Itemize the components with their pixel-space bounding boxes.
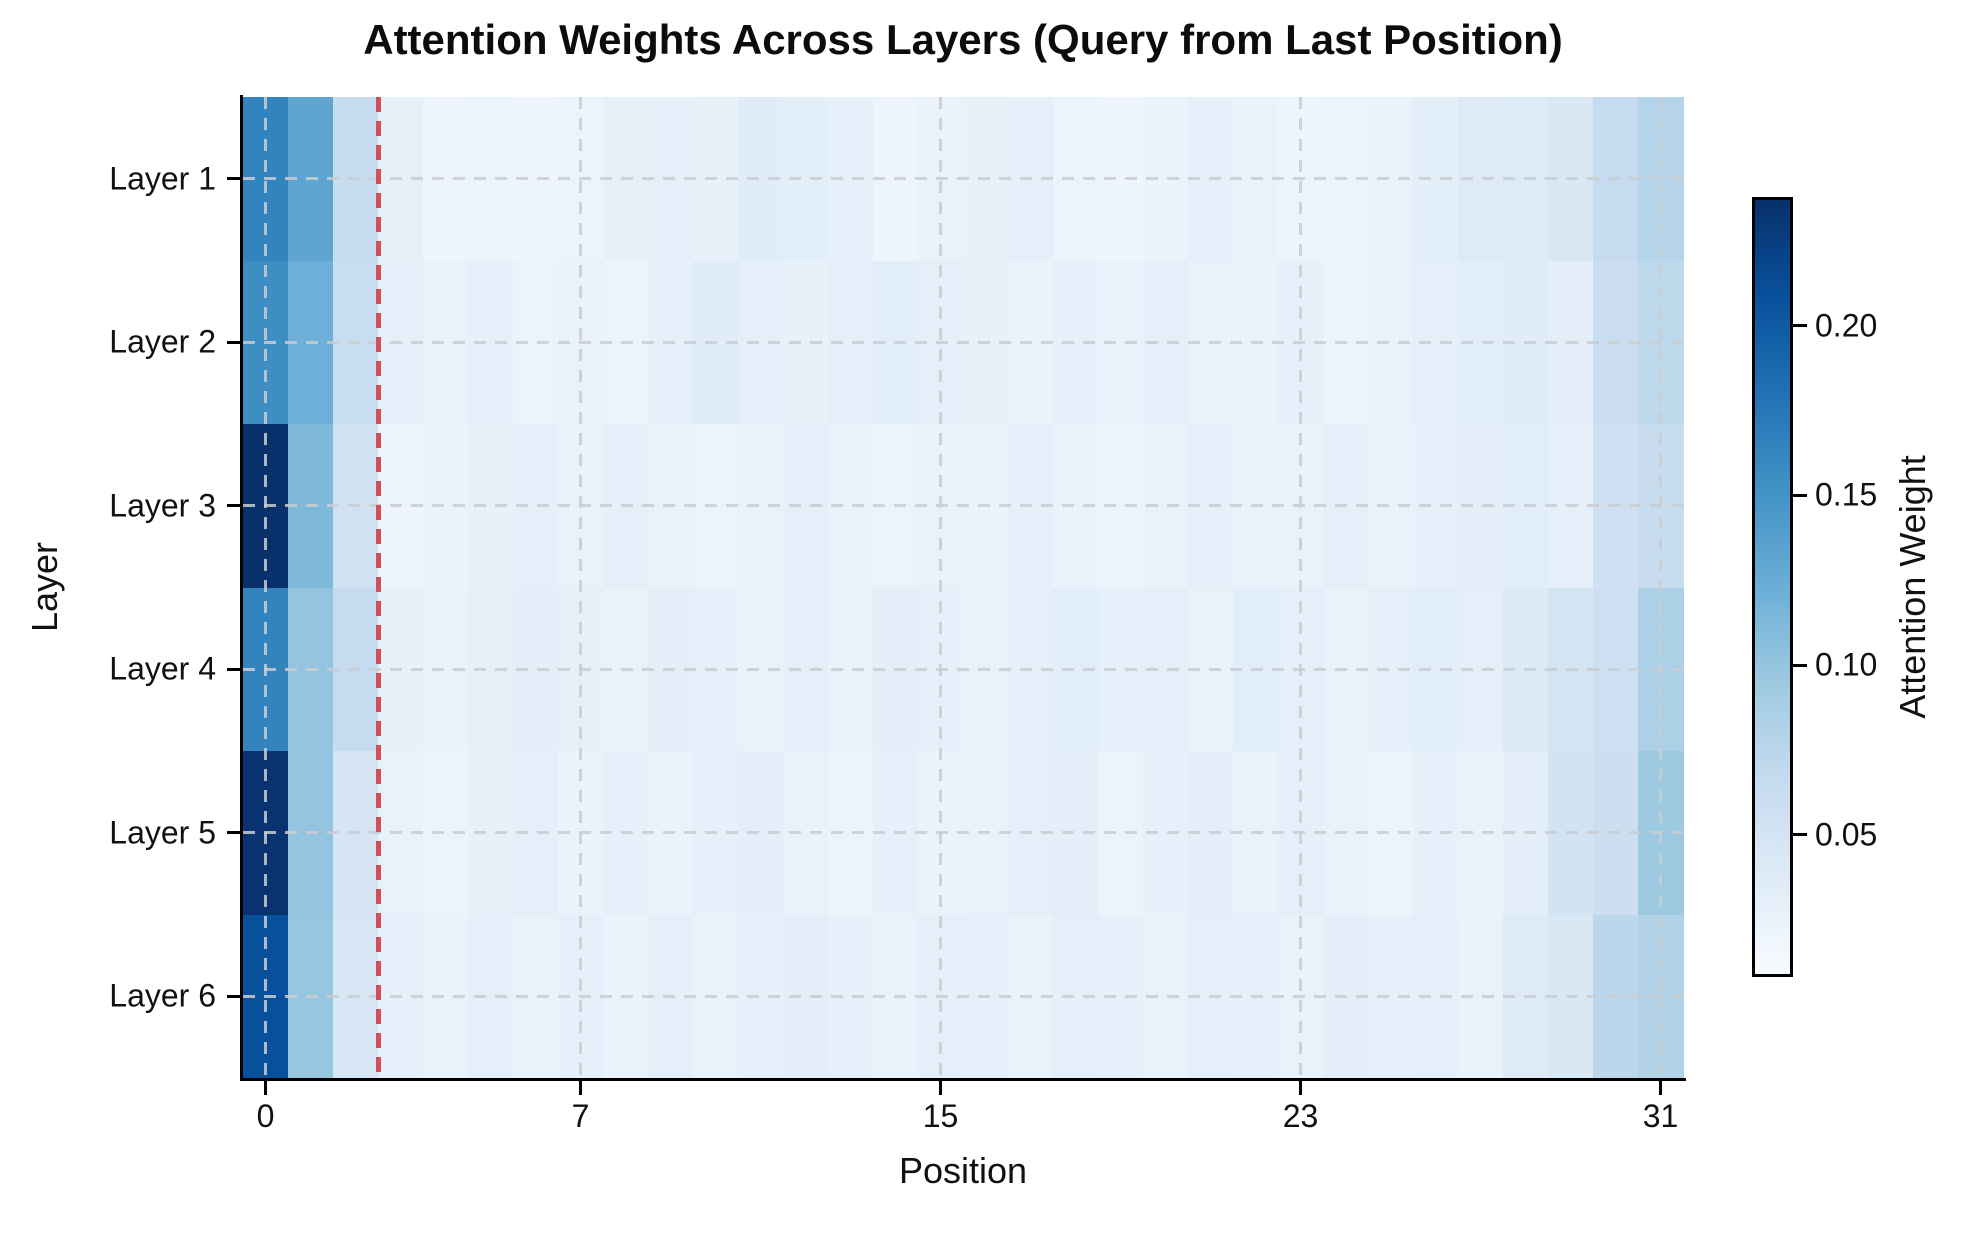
y-tick-mark xyxy=(227,177,241,181)
x-tick-label: 15 xyxy=(922,1098,959,1134)
y-gridline xyxy=(243,831,1683,835)
colorbar-tick-label: 0.15 xyxy=(1815,476,1878,513)
x-gridline xyxy=(1659,97,1662,1078)
y-gridline xyxy=(243,340,1683,344)
colorbar-label: Attention Weight xyxy=(1892,455,1933,719)
x-gridline xyxy=(939,97,942,1078)
y-tick-label: Layer 3 xyxy=(109,487,216,524)
x-tick-label: 23 xyxy=(1282,1098,1319,1134)
x-tick-mark xyxy=(1299,1081,1302,1095)
colorbar-tick-mark xyxy=(1793,833,1807,837)
y-tick-label: Layer 1 xyxy=(109,160,216,197)
y-tick-mark xyxy=(227,340,241,344)
y-tick-label: Layer 5 xyxy=(109,814,216,851)
x-tick-mark xyxy=(264,1081,267,1095)
x-tick-mark xyxy=(579,1081,582,1095)
y-axis-label: Layer xyxy=(24,541,65,633)
x-tick-label: 0 xyxy=(256,1098,275,1134)
colorbar-tick-label: 0.10 xyxy=(1815,646,1878,683)
y-tick-label: Layer 4 xyxy=(109,650,216,687)
colorbar-tick-mark xyxy=(1793,493,1807,497)
y-tick-label: Layer 2 xyxy=(109,323,216,360)
x-tick-label: 7 xyxy=(571,1098,590,1134)
x-tick-label: 31 xyxy=(1642,1098,1679,1134)
plot-overlay xyxy=(243,97,1683,1078)
x-tick-mark xyxy=(1659,1081,1662,1095)
x-tick-mark xyxy=(939,1081,942,1095)
x-gridline xyxy=(1299,97,1302,1078)
y-tick-mark xyxy=(227,504,241,508)
colorbar xyxy=(1752,197,1793,977)
x-gridline xyxy=(579,97,582,1078)
y-gridline xyxy=(243,667,1683,671)
y-gridline xyxy=(243,994,1683,998)
y-gridline xyxy=(243,177,1683,181)
y-tick-mark xyxy=(227,667,241,671)
chart-title: Attention Weights Across Layers (Query f… xyxy=(363,16,1563,63)
heatmap-plot xyxy=(243,97,1684,1079)
colorbar-tick-mark xyxy=(1793,324,1807,328)
gridlines xyxy=(243,97,1683,1078)
x-gridline xyxy=(264,97,267,1078)
y-tick-mark xyxy=(227,994,241,998)
colorbar-tick-label: 0.05 xyxy=(1815,816,1878,853)
x-axis-label: Position xyxy=(898,1150,1028,1191)
y-tick-label: Layer 6 xyxy=(109,977,216,1014)
colorbar-tick-label: 0.20 xyxy=(1815,307,1878,344)
y-axis-spine xyxy=(240,95,243,1081)
y-tick-mark xyxy=(227,831,241,835)
x-axis-spine xyxy=(240,1078,1686,1081)
colorbar-tick-mark xyxy=(1793,663,1807,667)
context-boundary-vline xyxy=(375,97,381,1078)
y-gridline xyxy=(243,504,1683,508)
